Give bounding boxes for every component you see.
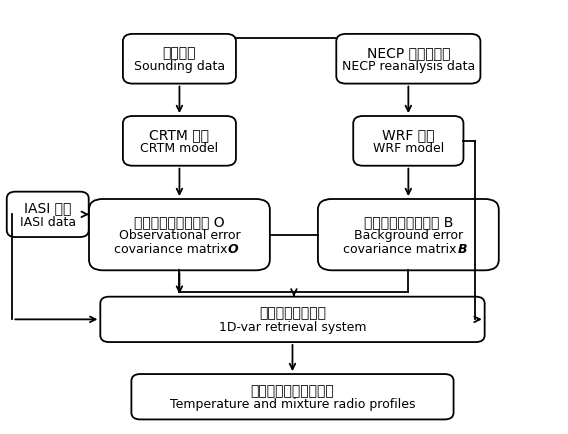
Text: 一维变分反演系统: 一维变分反演系统	[259, 306, 326, 320]
Text: 观测误差协方差矩阵 O: 观测误差协方差矩阵 O	[134, 214, 225, 228]
Text: NECP 再分析资料: NECP 再分析资料	[366, 46, 450, 60]
FancyBboxPatch shape	[336, 35, 481, 84]
Text: covariance matrix: covariance matrix	[343, 243, 457, 255]
Text: WRF 模式: WRF 模式	[382, 128, 435, 141]
Text: Temperature and mixture radio profiles: Temperature and mixture radio profiles	[170, 397, 415, 410]
Text: B: B	[457, 243, 467, 255]
Text: WRF model: WRF model	[373, 142, 444, 155]
Text: 探空资料: 探空资料	[162, 46, 196, 60]
Text: 1D-var retrieval system: 1D-var retrieval system	[219, 320, 366, 333]
Text: NECP reanalysis data: NECP reanalysis data	[342, 60, 475, 73]
Text: covariance matrix: covariance matrix	[114, 243, 228, 255]
FancyBboxPatch shape	[123, 35, 236, 84]
FancyBboxPatch shape	[123, 117, 236, 166]
Text: 温度及水汽混合比廓线: 温度及水汽混合比廓线	[250, 383, 335, 397]
Text: IASI data: IASI data	[20, 215, 76, 228]
FancyBboxPatch shape	[318, 200, 499, 271]
FancyBboxPatch shape	[89, 200, 270, 271]
Text: Background error: Background error	[354, 229, 463, 242]
FancyBboxPatch shape	[101, 297, 485, 342]
Text: CRTM 模式: CRTM 模式	[149, 128, 210, 141]
FancyBboxPatch shape	[353, 117, 463, 166]
Text: IASI 资料: IASI 资料	[24, 201, 72, 215]
Text: Sounding data: Sounding data	[134, 60, 225, 73]
Text: CRTM model: CRTM model	[140, 142, 219, 155]
FancyBboxPatch shape	[7, 192, 89, 237]
Text: 背景误差协方差矩阵 B: 背景误差协方差矩阵 B	[364, 214, 453, 228]
Text: O: O	[228, 243, 239, 255]
FancyBboxPatch shape	[131, 374, 454, 420]
Text: Observational error: Observational error	[119, 229, 240, 242]
